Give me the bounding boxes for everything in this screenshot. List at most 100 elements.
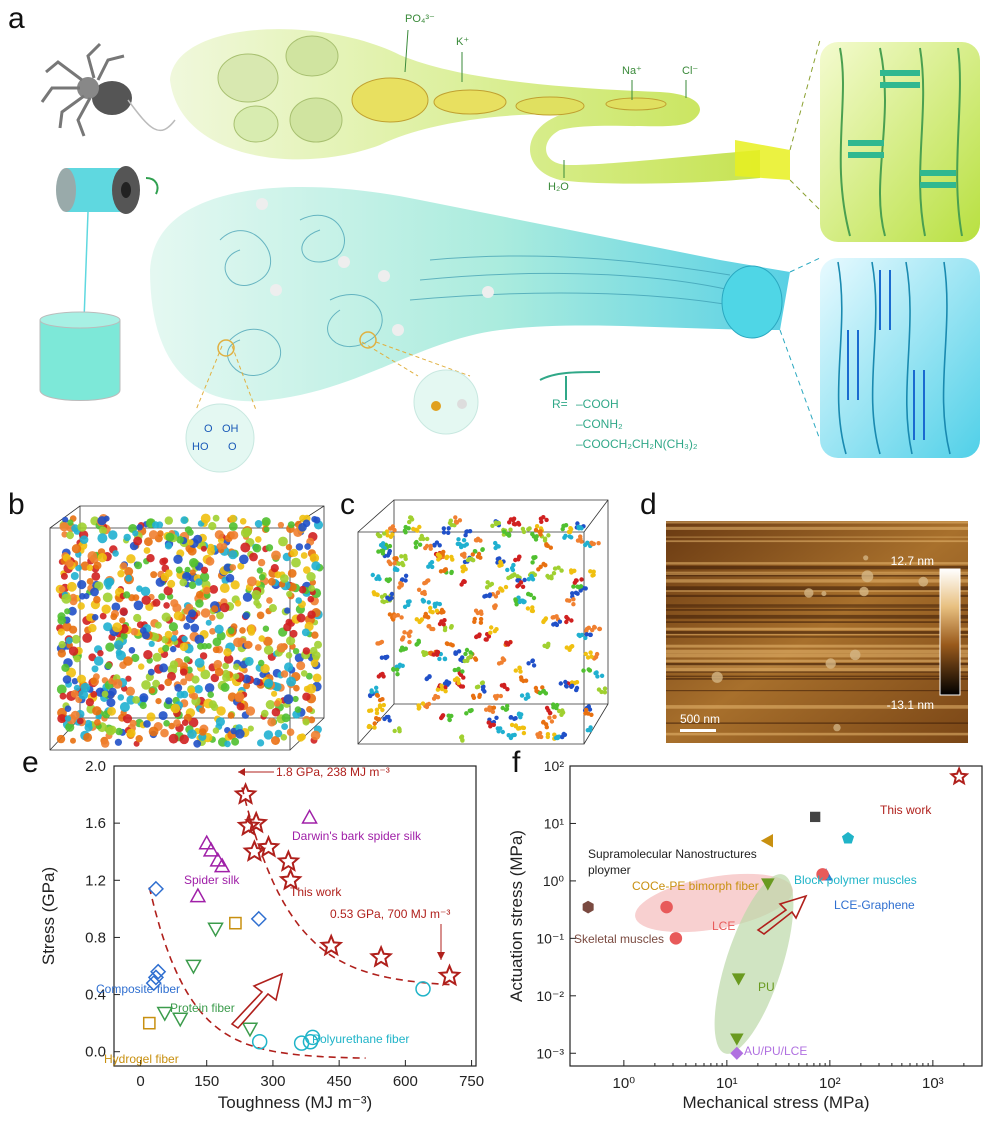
f-xtick-label: 10³ bbox=[922, 1075, 944, 1092]
f-point-pu bbox=[761, 878, 775, 891]
e-point-composite-fiber bbox=[147, 880, 164, 897]
e-point-this-work bbox=[369, 944, 394, 968]
e-point-this-work bbox=[276, 849, 301, 872]
zoom-circle-acid-pair bbox=[185, 403, 255, 473]
e-point-polyurethane-fiber bbox=[304, 1029, 321, 1046]
chem-label-o1: O bbox=[204, 423, 213, 435]
panel-d-afm-image: 12.7 nm -13.1 nm 500 nm bbox=[666, 521, 968, 743]
e-annot-hydrogel: Hydrogel fiber bbox=[104, 1052, 179, 1066]
panel-label-f: f bbox=[512, 746, 521, 779]
e-ytick-label: 0.4 bbox=[85, 987, 106, 1004]
silk-gland bbox=[170, 29, 790, 184]
panel-f-chart: 10⁰ 10¹ 10² 10³ 10⁻³ 10⁻² 10⁻¹ 10⁰ 10¹ 10² Mechan… bbox=[507, 758, 983, 1112]
f-point-coce-pe-bimorph-fiber bbox=[760, 833, 773, 848]
f-ytick-label: 10² bbox=[544, 758, 565, 774]
spool-icon bbox=[56, 166, 140, 214]
e-point-protein-fiber bbox=[171, 1012, 189, 1028]
f-label-aupu: AU/PU/LCE bbox=[744, 1044, 807, 1058]
f-label-this-work: This work bbox=[880, 803, 932, 817]
f-trend-arrow bbox=[756, 894, 808, 935]
e-xtick-label: 300 bbox=[260, 1073, 285, 1090]
f-point-this-work bbox=[949, 766, 970, 786]
e-annot-this-work: This work bbox=[290, 885, 342, 899]
chem-label-oh: OH bbox=[222, 423, 239, 435]
e-xtick-label: 600 bbox=[393, 1073, 418, 1090]
r-group-1: –COOH bbox=[576, 397, 619, 411]
panel-e-chart: 0 150 300 450 600 750 0.0 0.4 0.8 1.2 1.6 2.0 Tough… bbox=[39, 758, 484, 1112]
panel-a-schematic: PO₄³⁻ K⁺ Na⁺ Cl⁻ H₂O bbox=[39, 13, 980, 473]
f-ytick-label: 10¹ bbox=[544, 815, 565, 831]
e-point-polyurethane-fiber bbox=[415, 981, 431, 997]
f-label-block: Block polymer muscles bbox=[794, 873, 917, 887]
ion-water: H₂O bbox=[548, 181, 569, 193]
e-point-darwin-s-bark-spider-silk bbox=[301, 808, 318, 824]
e-point-hydrogel-fiber bbox=[229, 916, 242, 930]
e-point-this-work bbox=[242, 839, 267, 862]
e-annot-top: 1.8 GPa, 238 MJ m⁻³ bbox=[276, 765, 390, 779]
f-point-pu bbox=[731, 973, 746, 986]
panel-label-c: c bbox=[340, 488, 355, 521]
afm-scale-bar bbox=[680, 729, 716, 732]
f-label-lceg: LCE-Graphene bbox=[834, 898, 915, 912]
f-ylabel: Actuation stress (MPa) bbox=[507, 830, 526, 1002]
inset-box-fiber bbox=[820, 258, 980, 458]
f-label-skeletal: Skeletal muscles bbox=[574, 932, 664, 946]
ion-sodium: Na⁺ bbox=[622, 65, 642, 77]
e-ytick-label: 0.0 bbox=[85, 1044, 106, 1061]
e-point-spider-silk bbox=[189, 887, 207, 903]
e-xtick-label: 750 bbox=[459, 1073, 484, 1090]
e-xtick-label: 150 bbox=[194, 1073, 219, 1090]
e-point-spider-silk bbox=[213, 857, 231, 873]
e-ytick-label: 1.6 bbox=[85, 815, 106, 832]
e-point-this-work bbox=[437, 963, 462, 987]
panel-label-d: d bbox=[640, 488, 657, 521]
panel-c-simulation-box bbox=[357, 499, 609, 745]
f-point-pu bbox=[730, 1033, 744, 1046]
e-point-protein-fiber bbox=[241, 1022, 259, 1038]
e-point-spider-silk bbox=[198, 834, 215, 850]
f-ytick-label: 10⁰ bbox=[543, 873, 565, 889]
inset-box-gland bbox=[820, 42, 980, 242]
f-point-skeletal-muscles bbox=[582, 900, 594, 914]
e-xtick-label: 0 bbox=[136, 1073, 144, 1090]
e-point-this-work bbox=[256, 834, 281, 858]
e-point-this-work bbox=[233, 782, 258, 805]
panel-b-simulation-box bbox=[49, 505, 325, 751]
panel-label-a: a bbox=[8, 2, 25, 35]
e-point-spider-silk bbox=[202, 841, 220, 857]
e-point-hydrogel-fiber bbox=[142, 1016, 156, 1030]
ion-chloride: Cl⁻ bbox=[682, 65, 698, 77]
f-xtick-label: 10¹ bbox=[716, 1075, 738, 1092]
fiber-formation bbox=[150, 187, 790, 402]
e-point-composite-fiber bbox=[150, 963, 167, 980]
e-point-protein-fiber bbox=[207, 922, 224, 938]
e-ytick-label: 2.0 bbox=[85, 758, 106, 775]
f-label-pu: PU bbox=[758, 980, 775, 994]
f-ytick-label: 10⁻¹ bbox=[536, 930, 564, 946]
f-point-lce bbox=[660, 900, 673, 914]
beaker-icon bbox=[39, 311, 121, 401]
e-point-this-work bbox=[244, 810, 269, 834]
e-point-protein-fiber bbox=[156, 1006, 174, 1022]
e-point-composite-fiber bbox=[145, 975, 162, 992]
e-annot-composite: Composite fiber bbox=[96, 982, 180, 996]
e-annot-darwin: Darwin's bark spider silk bbox=[292, 829, 422, 843]
e-point-composite-fiber bbox=[250, 910, 267, 927]
r-group-3: –COOCH₂CH₂N(CH₃)₂ bbox=[576, 437, 698, 451]
e-xtick-label: 450 bbox=[327, 1073, 352, 1090]
e-ylabel: Stress (GPa) bbox=[39, 867, 58, 965]
e-annot-polyurethane: Polyurethane fiber bbox=[312, 1032, 409, 1046]
f-point-au-pu-lce bbox=[730, 1046, 744, 1060]
f-label-supra-2: ploymer bbox=[588, 863, 631, 877]
ion-phosphate: PO₄³⁻ bbox=[405, 13, 435, 25]
e-xlabel: Toughness (MJ m⁻³) bbox=[218, 1093, 372, 1112]
f-ytick-label: 10⁻² bbox=[536, 988, 564, 1004]
afm-scale-max: 12.7 nm bbox=[891, 554, 934, 568]
chem-label-o2: O bbox=[228, 441, 237, 453]
f-xtick-label: 10² bbox=[819, 1075, 841, 1092]
e-annot-spider: Spider silk bbox=[184, 873, 240, 887]
e-ytick-label: 1.2 bbox=[85, 872, 106, 889]
e-point-this-work bbox=[319, 933, 344, 957]
f-point-lce bbox=[816, 868, 829, 881]
spider-icon bbox=[40, 42, 132, 137]
